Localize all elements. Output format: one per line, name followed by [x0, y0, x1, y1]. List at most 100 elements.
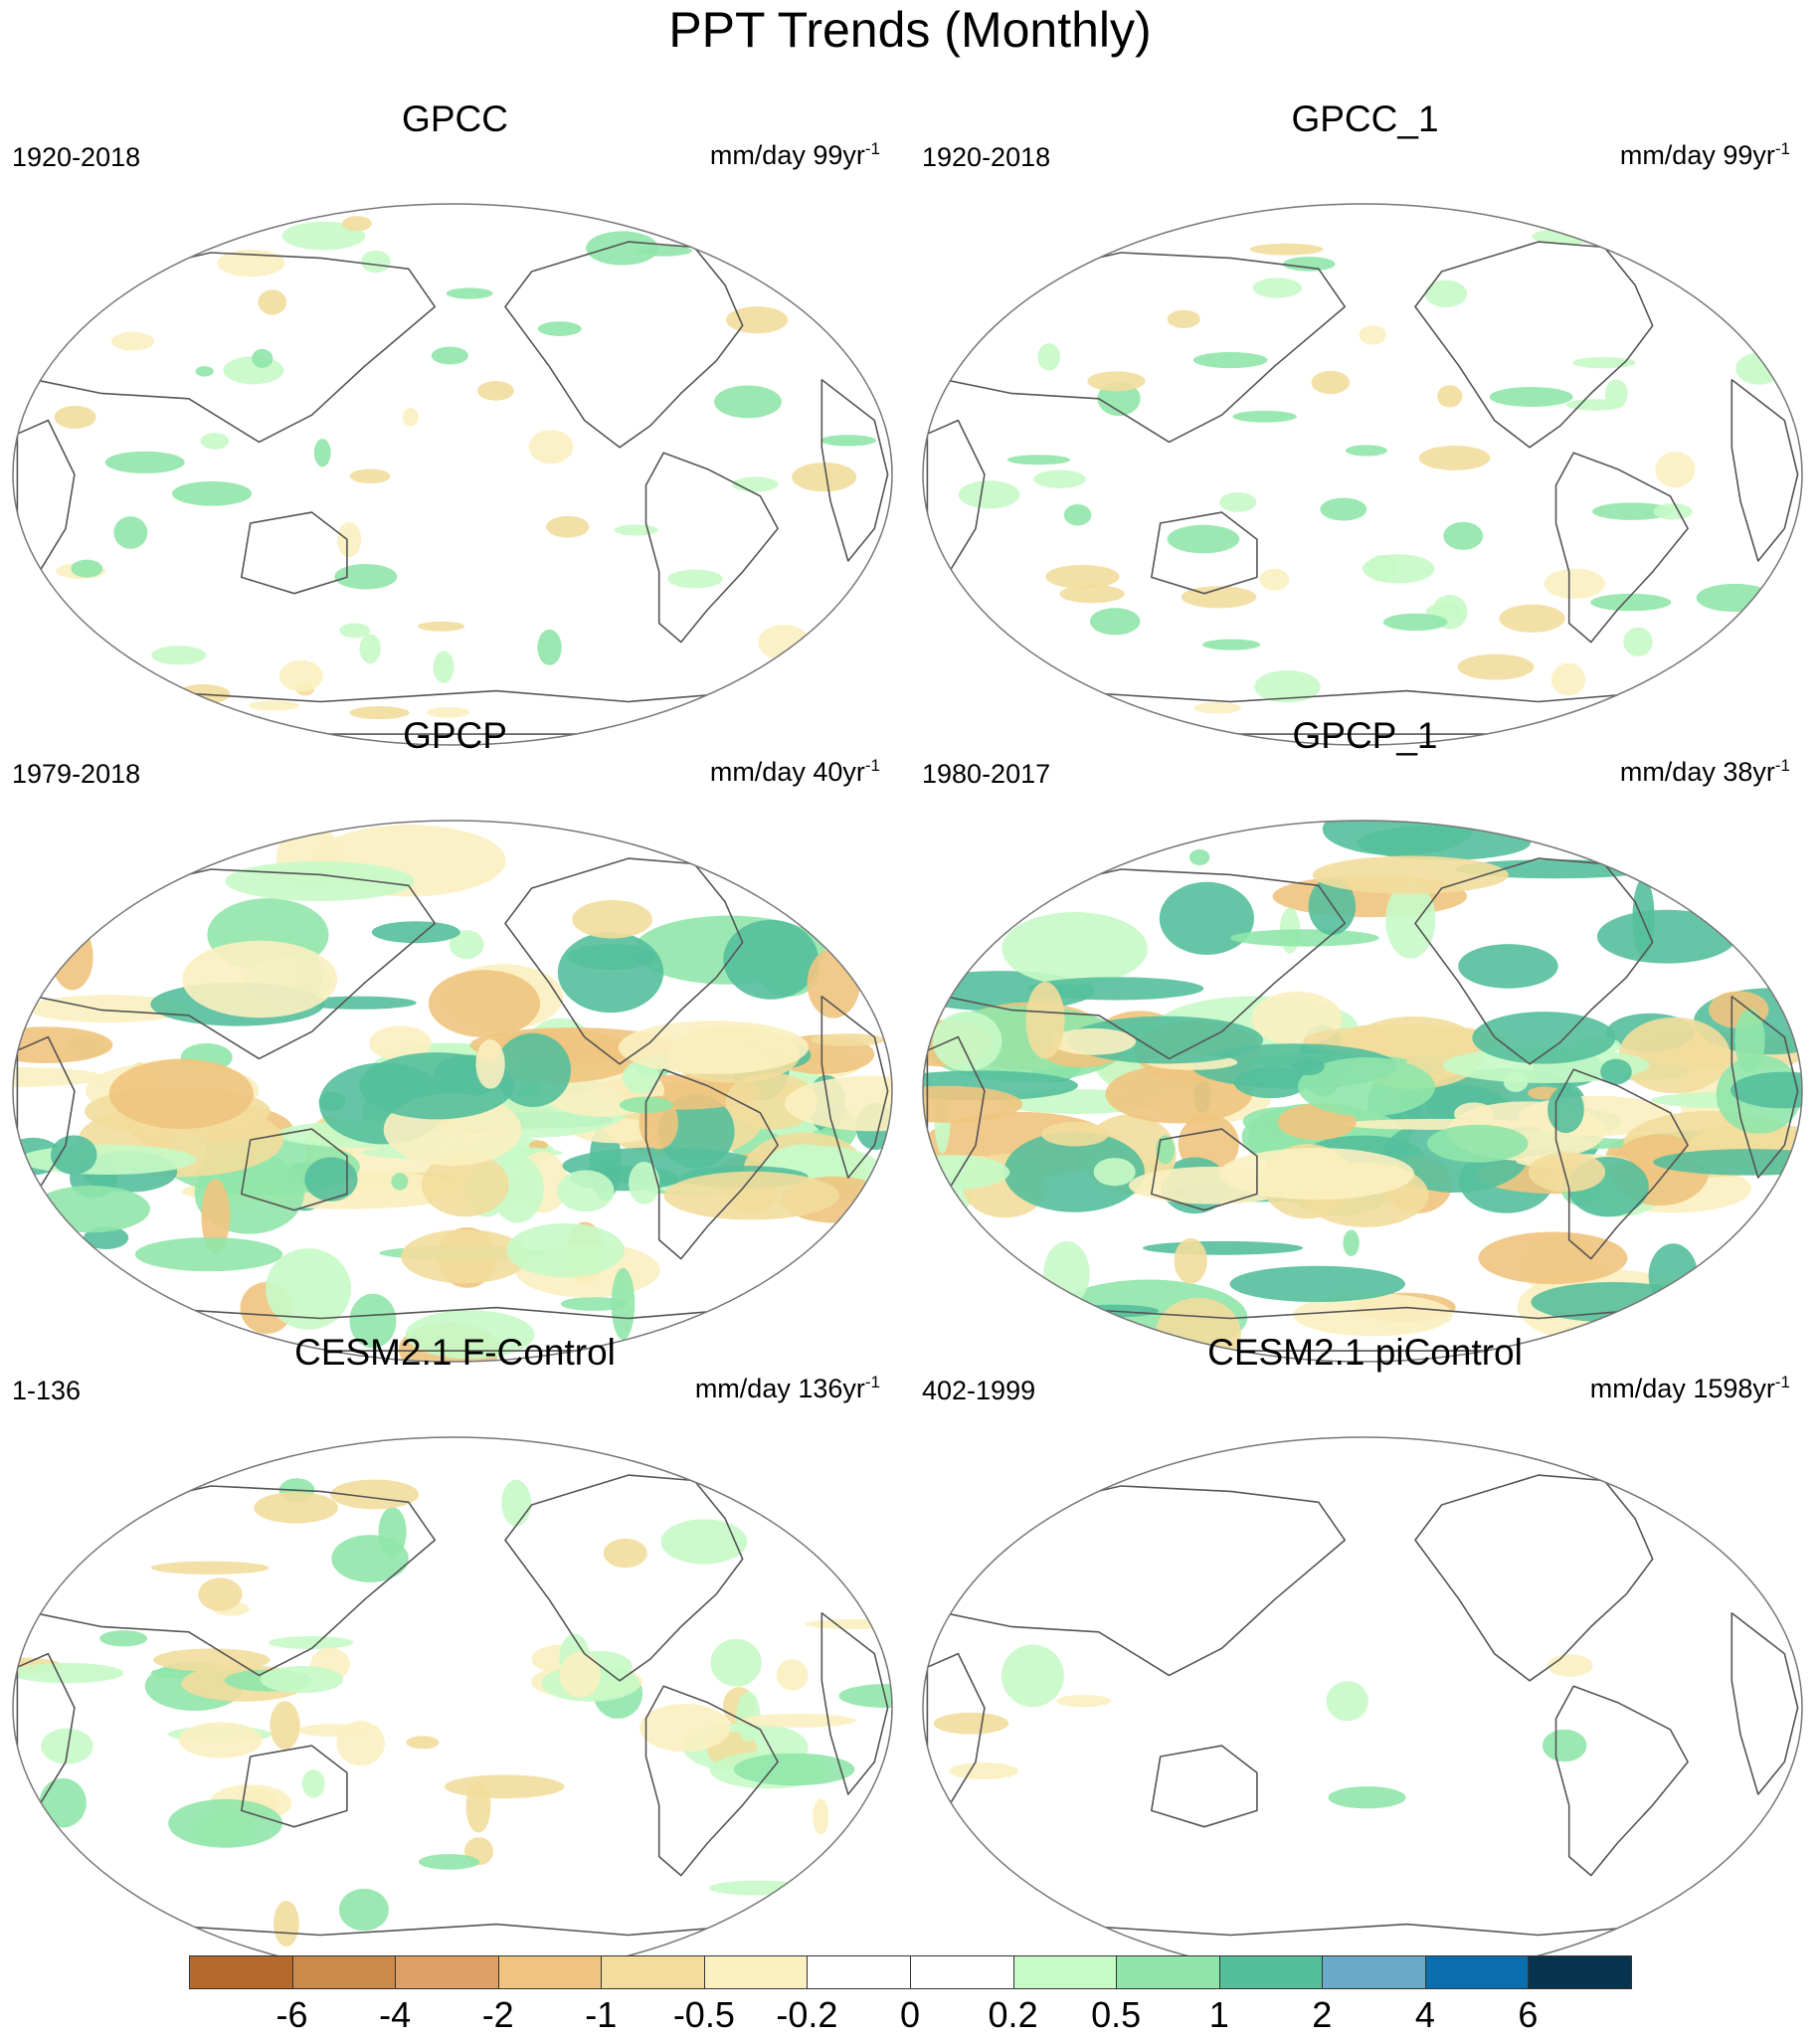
trend-field: [54, 216, 876, 720]
positive-trend-region: [1292, 1056, 1325, 1076]
panel-period: 1-136: [12, 1376, 82, 1405]
colorbar-tick-label: 2: [1312, 1994, 1333, 2035]
positive-trend-region: [1472, 1012, 1616, 1064]
coastline: [241, 1745, 348, 1828]
negative-trend-region: [739, 1713, 856, 1728]
positive-trend-region: [586, 231, 659, 266]
positive-trend-region: [1230, 929, 1379, 947]
negative-trend-region: [249, 700, 299, 711]
positive-trend-region: [252, 348, 273, 368]
positive-trend-region: [1233, 1066, 1308, 1099]
negative-trend-region: [1418, 446, 1491, 470]
positive-trend-region: [1542, 1729, 1587, 1762]
colorbar-swatch: [189, 1955, 293, 1989]
positive-trend-region: [1426, 1124, 1529, 1163]
negative-trend-region: [1478, 1231, 1628, 1285]
coastline: [504, 241, 744, 449]
positive-trend-region: [736, 1691, 761, 1743]
coastline: [644, 1068, 779, 1260]
coastline: [1414, 857, 1654, 1065]
coastline: [504, 857, 744, 1065]
negative-trend-region: [444, 1774, 565, 1799]
colorbar-swatch: [1218, 1955, 1324, 1989]
coastline: [1554, 452, 1689, 644]
positive-trend-region: [1425, 603, 1463, 619]
positive-trend-region: [260, 1665, 344, 1694]
positive-trend-region: [134, 1237, 283, 1272]
positive-trend-region: [359, 634, 381, 664]
negative-trend-region: [178, 1722, 263, 1759]
positive-trend-region: [560, 1296, 628, 1311]
negative-trend-region: [559, 1652, 601, 1698]
positive-trend-region: [339, 623, 371, 639]
map-projection: [12, 203, 893, 746]
positive-trend-region: [667, 569, 723, 589]
negative-trend-region: [663, 1171, 839, 1220]
map-panel: GPCP 1979-2018 mm/day 40yr-1: [0, 686, 910, 1363]
coastline: [1669, 835, 1733, 897]
positive-trend-region: [1320, 497, 1367, 521]
panel-title: CESM2.1 F-Control: [294, 1332, 616, 1373]
negative-trend-region: [792, 463, 857, 492]
positive-trend-region: [1363, 554, 1435, 584]
negative-trend-region: [1618, 1017, 1730, 1094]
negative-trend-region: [108, 1058, 254, 1129]
positive-trend-region: [501, 1479, 532, 1527]
positive-trend-region: [537, 629, 562, 665]
coastline: [1151, 511, 1258, 595]
negative-trend-region: [1311, 370, 1351, 395]
negative-trend-region: [349, 706, 410, 720]
map-border: [922, 820, 1803, 1363]
negative-trend-region: [813, 1798, 829, 1835]
negative-trend-region: [1025, 982, 1065, 1059]
panel-title: GPCC_1: [1291, 98, 1439, 139]
figure-title: PPT Trends (Monthly): [668, 2, 1152, 58]
negative-trend-region: [1655, 452, 1696, 488]
positive-trend-region: [1229, 1265, 1406, 1303]
colorbar-tick-label: -0.2: [776, 1994, 838, 2035]
positive-trend-region: [819, 435, 876, 447]
panel-period: 402-1999: [922, 1376, 1036, 1405]
positive-trend-region: [225, 860, 415, 901]
positive-trend-region: [338, 1888, 389, 1932]
positive-trend-region: [660, 1519, 748, 1565]
colorbar-swatch: [1322, 1955, 1426, 1989]
positive-trend-region: [733, 1753, 855, 1786]
panel-period: 1979-2018: [12, 759, 141, 789]
colorbar-tick-label: -4: [379, 1994, 412, 2035]
map-panel: CESM2.1 F-Control 1-136 mm/day 136yr-1: [0, 1303, 910, 1979]
positive-trend-region: [1592, 502, 1673, 520]
colorbar-swatch: [291, 1955, 397, 1989]
colorbar-tick-label: -1: [585, 1994, 618, 2035]
map-projection: [922, 203, 1803, 746]
positive-trend-region: [1006, 455, 1070, 465]
negative-trend-region: [1193, 701, 1241, 714]
negative-trend-region: [417, 621, 465, 632]
trend-field: [923, 821, 1802, 1362]
negative-trend-region: [182, 940, 338, 1019]
positive-trend-region: [723, 919, 819, 1000]
coastline: [1151, 1128, 1258, 1211]
positive-trend-region: [1565, 399, 1624, 411]
positive-trend-region: [378, 1507, 407, 1557]
panel-title: GPCP_1: [1292, 715, 1438, 756]
coastline: [1730, 996, 1799, 1179]
negative-trend-region: [1293, 1293, 1453, 1337]
coastline: [1669, 1452, 1733, 1514]
positive-trend-region: [622, 1060, 660, 1094]
panel-units: mm/day 136yr-1: [694, 1373, 880, 1403]
map-projection: [12, 1436, 893, 1979]
negative-trend-region: [1544, 568, 1606, 600]
positive-trend-region: [838, 1684, 892, 1708]
negative-trend-region: [330, 1479, 420, 1510]
positive-trend-region: [1188, 848, 1210, 865]
coastline: [1554, 1068, 1689, 1260]
positive-trend-region: [1547, 1086, 1584, 1134]
negative-trend-region: [1437, 385, 1463, 408]
negative-trend-region: [341, 216, 372, 232]
positive-trend-region: [923, 1155, 1010, 1191]
colorbar-tick-label: 4: [1414, 1994, 1435, 2035]
negative-trend-region: [949, 1762, 1019, 1780]
positive-trend-region: [71, 559, 103, 578]
positive-trend-region: [1343, 1229, 1360, 1256]
